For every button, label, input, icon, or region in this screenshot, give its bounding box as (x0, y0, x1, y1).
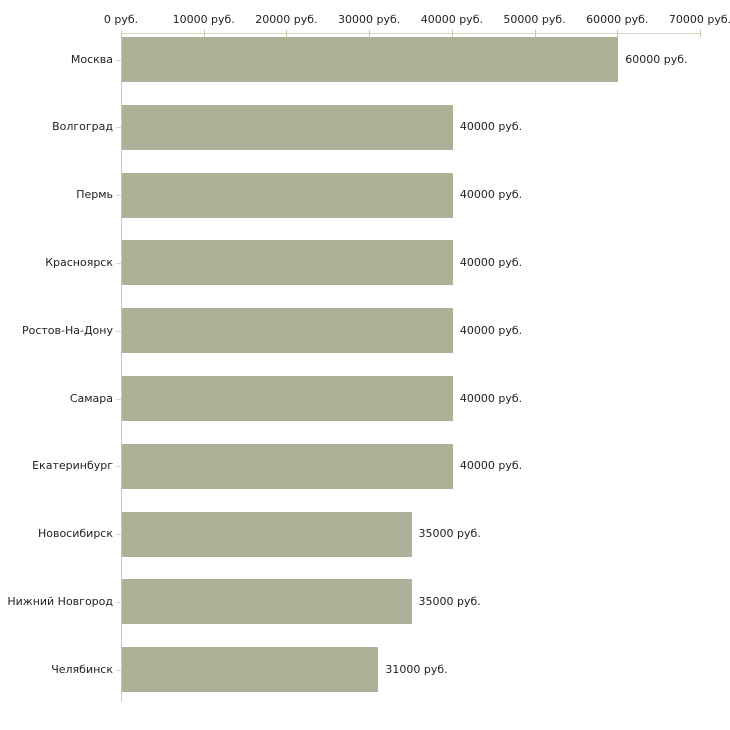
bar (122, 512, 412, 557)
category-label: Самара (69, 391, 113, 405)
x-tick-label: 50000 руб. (503, 13, 566, 26)
value-label: 40000 руб. (459, 323, 523, 337)
bar (122, 240, 453, 285)
category-label: Красноярск (45, 255, 113, 269)
bar (122, 173, 453, 218)
value-label: 60000 руб. (625, 52, 688, 66)
x-axis-line (121, 33, 701, 34)
x-tick (700, 30, 701, 37)
x-tick (535, 30, 536, 37)
value-label: 31000 руб. (385, 662, 448, 676)
y-tick (116, 195, 121, 196)
y-tick (116, 466, 121, 467)
y-tick (116, 263, 121, 264)
x-tick-label: 40000 руб. (420, 13, 483, 26)
x-tick (369, 30, 370, 37)
y-tick (116, 670, 121, 671)
category-label: Пермь (76, 188, 113, 202)
bar (122, 579, 412, 624)
y-axis-line (121, 33, 122, 702)
x-tick-label: 0 руб. (103, 13, 139, 26)
value-label: 35000 руб. (418, 594, 481, 608)
value-label: 40000 руб. (459, 459, 523, 473)
value-label: 40000 руб. (459, 120, 523, 134)
y-tick (116, 399, 121, 400)
y-tick (116, 331, 121, 332)
value-label: 40000 руб. (459, 391, 523, 405)
category-label: Нижний Новгород (7, 594, 113, 608)
x-tick (286, 30, 287, 37)
category-label: Челябинск (51, 662, 113, 676)
x-tick (452, 30, 453, 37)
bar (122, 444, 453, 489)
bar (122, 647, 378, 692)
bar (122, 37, 618, 82)
category-label: Москва (70, 52, 113, 66)
category-label: Волгоград (52, 120, 113, 134)
y-tick (116, 127, 121, 128)
x-tick-label: 30000 руб. (338, 13, 401, 26)
category-label: Екатеринбург (32, 459, 113, 473)
y-tick (116, 534, 121, 535)
x-tick-label: 60000 руб. (586, 13, 649, 26)
y-tick (116, 60, 121, 61)
x-tick-label: 70000 руб. (668, 13, 730, 26)
bar (122, 105, 453, 150)
x-tick (204, 30, 205, 37)
value-label: 35000 руб. (418, 527, 481, 541)
x-tick-label: 20000 руб. (255, 13, 318, 26)
value-label: 40000 руб. (459, 255, 523, 269)
x-tick-label: 10000 руб. (172, 13, 235, 26)
x-tick (121, 30, 122, 37)
bar (122, 376, 453, 421)
value-label: 40000 руб. (459, 188, 523, 202)
bar (122, 308, 453, 353)
y-tick (116, 602, 121, 603)
x-tick (617, 30, 618, 37)
category-label: Новосибирск (37, 527, 113, 541)
category-label: Ростов-На-Дону (21, 323, 113, 337)
